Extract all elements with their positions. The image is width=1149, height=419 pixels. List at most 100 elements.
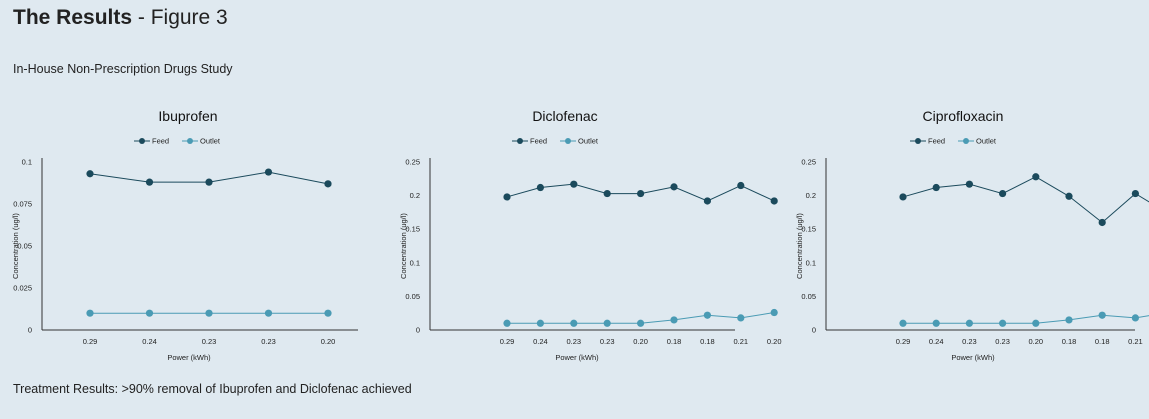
y-tick-label: 0.1 (806, 258, 816, 267)
x-tick-label: 0.21 (733, 337, 748, 346)
data-point-outlet (205, 309, 213, 317)
x-tick-label: 0.23 (566, 337, 581, 346)
y-axis-label: Concentration (ug/l) (11, 213, 20, 279)
page-title-separator: - (132, 6, 151, 29)
y-axis-label: Concentration (ug/l) (795, 213, 804, 279)
data-point-feed (324, 180, 332, 188)
data-point-outlet (1098, 311, 1106, 319)
x-tick-label: 0.18 (667, 337, 682, 346)
page-title-bold: The Results (13, 6, 133, 29)
legend-label-outlet: Outlet (976, 137, 997, 146)
data-point-feed (1098, 218, 1106, 227)
x-tick-label: 0.29 (896, 337, 911, 346)
data-point-feed (670, 183, 678, 191)
y-tick-label: 0 (28, 326, 32, 335)
legend-label-feed: Feed (152, 137, 169, 146)
x-tick-label: 0.23 (202, 337, 217, 346)
legend-label-outlet: Outlet (200, 137, 221, 146)
data-point-feed (932, 183, 940, 192)
x-tick-label: 0.23 (261, 337, 276, 346)
x-tick-label: 0.18 (1062, 337, 1077, 346)
y-tick-label: 0.25 (801, 158, 816, 167)
legend-label-feed: Feed (530, 137, 547, 146)
x-tick-label: 0.24 (929, 337, 944, 346)
x-tick-label: 0.24 (142, 337, 157, 346)
x-tick-label: 0.21 (1128, 337, 1143, 346)
data-point-outlet (1032, 319, 1040, 327)
data-point-feed (737, 181, 745, 190)
legend-marker-feed (915, 138, 921, 144)
x-tick-label: 0.20 (633, 337, 648, 346)
x-tick-label: 0.20 (1028, 337, 1043, 346)
y-tick-label: 0 (812, 326, 816, 335)
data-point-feed (570, 180, 578, 188)
legend-marker-feed (139, 138, 145, 144)
x-axis-label: Power (kWh) (167, 353, 211, 362)
data-point-outlet (536, 319, 544, 327)
x-tick-label: 0.20 (321, 337, 336, 346)
y-tick-label: 0.05 (405, 292, 420, 301)
x-axis-label: Power (kWh) (555, 353, 599, 362)
y-tick-label: 0.1 (22, 158, 32, 167)
data-point-outlet (264, 309, 273, 317)
chart-title: Ciprofloxacin (923, 108, 1004, 124)
x-tick-label: 0.18 (700, 337, 715, 346)
page-title-rest: Figure 3 (150, 6, 228, 29)
y-tick-label: 0 (416, 326, 420, 335)
y-tick-label: 0.2 (410, 191, 420, 200)
data-point-feed (205, 178, 213, 186)
legend-label-outlet: Outlet (578, 137, 599, 146)
x-tick-label: 0.24 (533, 337, 548, 346)
legend-label-feed: Feed (928, 137, 945, 146)
y-tick-label: 0.025 (13, 284, 32, 293)
data-point-feed (703, 197, 711, 205)
x-axis-label: Power (kWh) (951, 353, 995, 362)
chart-ibuprofen: Ibuprofen Feed Outlet 0 0.025 0.05 0.075 0.1 0.2… (11, 108, 358, 362)
data-point-feed (145, 178, 154, 186)
y-tick-label: 0.15 (801, 225, 816, 234)
y-tick-label: 0.075 (13, 200, 32, 209)
series-line-outlet (903, 314, 1149, 324)
x-tick-label: 0.18 (1095, 337, 1110, 346)
data-point-feed (1032, 173, 1040, 181)
data-point-feed (637, 189, 645, 198)
data-point-outlet (965, 319, 973, 327)
legend-marker-outlet (565, 138, 571, 144)
data-point-outlet (999, 319, 1007, 327)
chart-title: Diclofenac (532, 108, 597, 124)
data-point-outlet (503, 319, 511, 327)
data-point-outlet (932, 319, 940, 327)
data-point-feed (603, 189, 611, 198)
y-tick-label: 0.05 (17, 242, 32, 251)
study-subtitle: In-House Non-Prescription Drugs Study (13, 62, 233, 76)
x-tick-label: 0.29 (83, 337, 98, 346)
series-line-feed (902, 176, 1149, 224)
data-point-outlet (637, 319, 645, 327)
legend-marker-outlet (187, 138, 193, 144)
data-point-feed (503, 193, 511, 201)
y-tick-label: 0.1 (410, 258, 420, 267)
data-point-feed (899, 193, 907, 201)
data-point-feed (86, 170, 94, 178)
data-point-outlet (570, 319, 578, 327)
data-point-outlet (1065, 316, 1073, 324)
y-tick-label: 0.2 (806, 191, 816, 200)
x-tick-label: 0.29 (500, 337, 515, 346)
data-point-outlet (324, 309, 332, 317)
data-point-outlet (737, 314, 745, 322)
data-point-feed (264, 168, 273, 176)
x-tick-label: 0.20 (767, 337, 782, 346)
data-point-feed (1131, 189, 1139, 198)
chart-diclofenac: Diclofenac Feed Outlet 0 0.05 0.1 0.15 0.2 0.25 0… (399, 108, 782, 362)
x-tick-label: 0.23 (600, 337, 615, 346)
data-point-outlet (145, 309, 154, 317)
data-point-outlet (86, 309, 94, 317)
data-point-outlet (670, 316, 678, 324)
y-tick-label: 0.15 (405, 225, 420, 234)
y-tick-label: 0.05 (801, 292, 816, 301)
data-point-outlet (703, 311, 711, 319)
data-point-feed (536, 183, 544, 192)
data-point-outlet (770, 308, 778, 317)
data-point-outlet (1131, 314, 1139, 322)
chart-ciprofloxacin: Ciprofloxacin Feed Outlet 0 0.05 0.1 0.15 0.2 0.… (795, 108, 1149, 362)
